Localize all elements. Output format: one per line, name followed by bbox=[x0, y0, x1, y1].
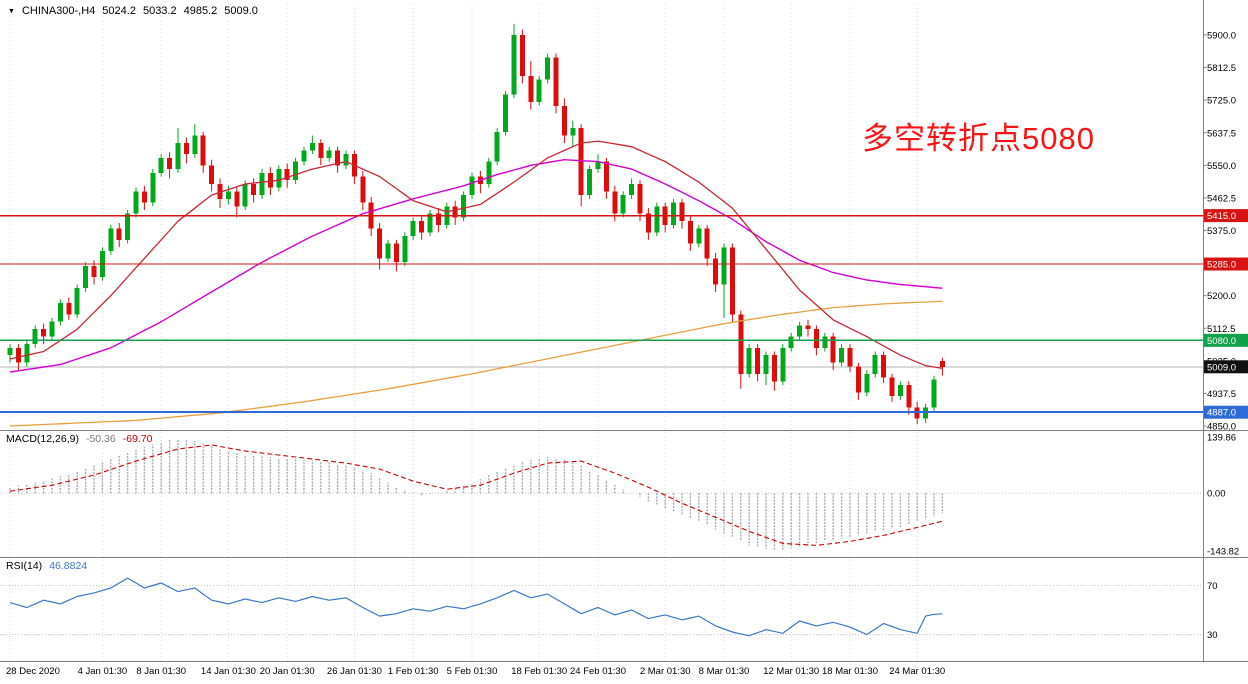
price-axis-label: 5200.0 bbox=[1207, 291, 1236, 302]
macd-main-value: -50.36 bbox=[85, 433, 116, 445]
time-axis-label: 18 Feb 01:30 bbox=[511, 666, 567, 677]
time-axis-label: 8 Jan 01:30 bbox=[136, 666, 186, 677]
macd-axis-label: -143.82 bbox=[1207, 547, 1239, 558]
symbol-marker-icon: ▼ bbox=[8, 8, 15, 15]
time-axis-label: 14 Jan 01:30 bbox=[201, 666, 256, 677]
ohlc-low-value: 4985.2 bbox=[183, 5, 218, 17]
price-level-badge bbox=[1204, 333, 1248, 347]
chart-header: ▼ CHINA300-,H4 5024.2 5033.2 4985.2 5009… bbox=[8, 5, 258, 17]
time-axis-label: 2 Mar 01:30 bbox=[640, 666, 691, 677]
macd-label: MACD(12,26,9) bbox=[6, 433, 79, 445]
macd-signal-line bbox=[9, 444, 943, 546]
price-level-badge bbox=[1204, 209, 1248, 223]
rsi-line bbox=[9, 577, 943, 637]
ohlc-open-value: 5024.2 bbox=[102, 5, 136, 17]
rsi-axis-label: 30 bbox=[1207, 630, 1218, 641]
time-axis-label: 1 Feb 01:30 bbox=[388, 666, 439, 677]
time-axis-label: 5 Feb 01:30 bbox=[447, 666, 498, 677]
ohlc-close-value: 5009.0 bbox=[224, 5, 258, 17]
price-axis-label: 4850.0 bbox=[1207, 422, 1236, 433]
price-axis-label: 5550.0 bbox=[1207, 161, 1236, 172]
rsi-value: 46.8824 bbox=[49, 560, 88, 572]
rsi-header: RSI(14) 46.8824 bbox=[6, 560, 87, 572]
time-axis-label: 12 Mar 01:30 bbox=[763, 666, 819, 677]
price-level-badge-label: 5285.0 bbox=[1207, 260, 1236, 271]
time-axis-label: 26 Jan 01:30 bbox=[327, 666, 382, 677]
time-axis[interactable]: 28 Dec 2020 4 Jan 01:30 8 Jan 01:30 14 Jan … bbox=[6, 666, 945, 677]
price-axis-label: 4937.5 bbox=[1207, 389, 1236, 400]
price-level-badge-label: 5080.0 bbox=[1207, 336, 1236, 347]
time-axis-label: 18 Mar 01:30 bbox=[822, 666, 878, 677]
rsi-panel bbox=[0, 577, 1204, 637]
price-level-badge-label: 5009.0 bbox=[1207, 362, 1236, 373]
macd-axis-label: 0.00 bbox=[1207, 489, 1226, 500]
horizontal-levels-layer[interactable] bbox=[0, 214, 1204, 414]
time-axis-label: 4 Jan 01:30 bbox=[78, 666, 128, 677]
ma-orange bbox=[9, 300, 943, 427]
symbol-timeframe-label: CHINA300-,H4 bbox=[21, 5, 96, 17]
time-axis-label: 24 Feb 01:30 bbox=[570, 666, 626, 677]
macd-header: MACD(12,26,9) -50.36 -69.70 bbox=[6, 433, 153, 445]
moving-averages-layer bbox=[9, 140, 943, 427]
ohlc-high-value: 5033.2 bbox=[142, 5, 177, 17]
price-axis-label: 5637.5 bbox=[1207, 128, 1236, 139]
grid-layer bbox=[9, 4, 918, 661]
price-axis-label: 5462.5 bbox=[1207, 193, 1236, 204]
price-level-badge-label: 4887.0 bbox=[1207, 408, 1236, 419]
price-level-badge-label: 5415.0 bbox=[1207, 211, 1236, 222]
time-axis-label: 20 Jan 01:30 bbox=[260, 666, 315, 677]
time-axis-label: 28 Dec 2020 bbox=[6, 666, 60, 677]
price-level-badge bbox=[1204, 257, 1248, 271]
price-axis-label: 5900.0 bbox=[1207, 31, 1236, 42]
panel-separators bbox=[0, 0, 1248, 662]
macd-signal-value: -69.70 bbox=[122, 433, 153, 445]
macd-panel bbox=[0, 438, 1204, 551]
macd-axis-label: 139.86 bbox=[1207, 433, 1236, 444]
price-axis-label: 5375.0 bbox=[1207, 226, 1236, 237]
chart-annotation-text[interactable]: 多空转折点5080 bbox=[862, 121, 1095, 156]
ma-magenta bbox=[9, 158, 943, 373]
time-axis-label: 24 Mar 01:30 bbox=[889, 666, 945, 677]
price-level-badge bbox=[1204, 360, 1248, 374]
price-axis[interactable]: 5900.0 5812.5 5725.0 5637.5 5550.0 5462.5 5375… bbox=[1203, 31, 1248, 642]
price-level-badge bbox=[1204, 405, 1248, 419]
time-axis-label: 8 Mar 01:30 bbox=[699, 666, 750, 677]
price-axis-label: 5812.5 bbox=[1207, 63, 1236, 74]
candles-layer bbox=[7, 23, 945, 425]
price-axis-label: 5725.0 bbox=[1207, 96, 1236, 107]
price-axis-label: 5112.5 bbox=[1207, 324, 1235, 335]
ma-red bbox=[9, 140, 943, 369]
rsi-label: RSI(14) bbox=[6, 560, 43, 572]
rsi-axis-label: 70 bbox=[1207, 581, 1218, 592]
